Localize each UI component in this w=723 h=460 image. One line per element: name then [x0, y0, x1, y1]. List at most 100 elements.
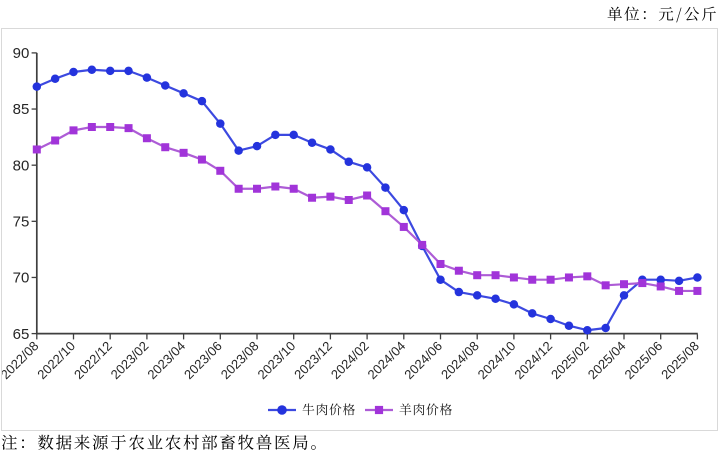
- x-tick-label: 2023/08: [218, 338, 262, 382]
- beef-data-point: [307, 138, 317, 147]
- mutton-data-point: [32, 145, 41, 154]
- x-tick-label: 2024/08: [438, 338, 482, 382]
- beef-data-point: [436, 275, 445, 284]
- legend-label-mutton: 羊肉价格: [399, 403, 453, 417]
- beef-data-point: [271, 130, 280, 140]
- mutton-data-point: [344, 195, 353, 204]
- beef-data-point: [528, 309, 537, 318]
- chart-legend: 牛肉价格 羊肉价格: [2, 401, 717, 419]
- beef-data-point: [583, 325, 592, 335]
- beef-data-point: [161, 81, 170, 90]
- x-tick-label: 2023/10: [254, 338, 298, 382]
- x-tick-label: 2023/12: [291, 338, 335, 382]
- mutton-data-point: [326, 192, 335, 201]
- beef-data-point: [472, 291, 482, 300]
- beef-data-point: [326, 145, 335, 154]
- mutton-data-point: [308, 193, 317, 202]
- mutton-data-point: [583, 272, 592, 281]
- mutton-data-point: [638, 279, 647, 288]
- beef-data-point: [32, 82, 42, 91]
- x-tick-label: 2024/12: [511, 338, 555, 382]
- legend-label-beef: 牛肉价格: [302, 403, 356, 417]
- mutton-data-point: [601, 281, 610, 290]
- x-tick-label: 2023/06: [181, 338, 225, 382]
- x-tick-label: 2025/06: [621, 338, 665, 382]
- mutton-data-point: [693, 286, 702, 295]
- mutton-data-point: [491, 271, 500, 280]
- y-tick-label: 70: [13, 270, 30, 287]
- x-tick-label: 2022/12: [71, 338, 115, 382]
- footnote-glyphs: [1, 434, 329, 452]
- mutton-data-point: [509, 273, 518, 282]
- beef-series-marker-icon: [267, 405, 296, 415]
- mutton-data-point: [271, 182, 280, 191]
- mutton-data-point: [656, 282, 665, 291]
- beef-data-point: [656, 275, 665, 284]
- mutton-data-point: [454, 266, 463, 275]
- unit-label: 单位：元/公斤: [607, 6, 719, 23]
- mutton-data-point: [253, 184, 261, 193]
- mutton-data-point: [418, 240, 427, 249]
- y-tick-label: 75: [13, 214, 30, 231]
- mutton-price-line: [35, 125, 699, 293]
- beef-data-point: [619, 291, 629, 300]
- mutton-data-point: [436, 259, 445, 268]
- x-tick-label: 2024/06: [401, 338, 445, 382]
- mutton-series-marker-icon: [364, 405, 393, 415]
- mutton-data-point: [564, 273, 573, 282]
- x-tick-label: 2025/02: [548, 338, 592, 382]
- beef-data-point: [289, 130, 298, 140]
- beef-data-point: [105, 66, 115, 76]
- x-tick-label: 2024/02: [328, 338, 372, 382]
- mutton-data-point: [528, 275, 537, 284]
- mutton-data-point: [234, 184, 243, 193]
- beef-data-point: [509, 300, 519, 309]
- mutton-data-point: [216, 166, 225, 175]
- mutton-data-point: [675, 286, 684, 295]
- beef-data-point: [546, 314, 555, 324]
- beef-data-point: [399, 205, 409, 215]
- mutton-data-point: [87, 123, 96, 131]
- mutton-data-point: [546, 275, 555, 284]
- beef-data-point: [674, 276, 684, 286]
- beef-data-point: [564, 321, 574, 330]
- mutton-data-point: [51, 136, 60, 145]
- x-tick-label: 2024/10: [475, 338, 519, 382]
- beef-data-point: [234, 146, 243, 155]
- mutton-data-point: [197, 155, 206, 164]
- x-tick-label: 2025/04: [585, 338, 629, 382]
- mutton-data-point: [363, 191, 372, 200]
- beef-price-line: [35, 68, 699, 332]
- beef-data-point: [179, 89, 188, 98]
- mutton-data-point: [161, 143, 170, 152]
- footnote: 注：数据来源于农业农村部畜牧兽医局。: [1, 434, 329, 452]
- beef-data-point: [381, 183, 390, 192]
- beef-data-point: [197, 96, 207, 106]
- mutton-data-point: [142, 134, 151, 143]
- y-tick-label: 85: [13, 101, 30, 118]
- mutton-data-point: [69, 126, 78, 135]
- x-tick-label: 2022/08: [2, 338, 41, 382]
- beef-data-point: [69, 67, 78, 77]
- unit-label-glyphs: [607, 6, 719, 23]
- beef-data-point: [216, 119, 225, 128]
- mutton-data-point: [124, 124, 133, 133]
- mutton-data-point: [473, 271, 482, 280]
- x-tick-label: 2023/04: [144, 338, 188, 382]
- mutton-data-point: [399, 222, 408, 231]
- price-trend-line-chart: 65 70 75 80 85 90 2022/082022/102022/122023/02…: [2, 45, 702, 382]
- chart-frame: 65 70 75 80 85 90 2022/08 2022/10 2022/12 2023/02…: [1, 28, 718, 431]
- x-tick-label: 2025/08: [658, 338, 702, 382]
- beef-data-point: [124, 66, 133, 76]
- beef-data-point: [344, 157, 353, 167]
- mutton-data-point: [620, 280, 628, 289]
- x-tick-label: 2023/02: [108, 338, 152, 382]
- beef-data-point: [601, 323, 610, 333]
- x-tick-label: 2024/04: [365, 338, 409, 382]
- beef-data-point: [362, 163, 372, 172]
- y-tick-label: 90: [13, 45, 30, 62]
- beef-data-point: [50, 74, 60, 83]
- beef-data-point: [454, 287, 464, 297]
- beef-data-point: [252, 141, 262, 151]
